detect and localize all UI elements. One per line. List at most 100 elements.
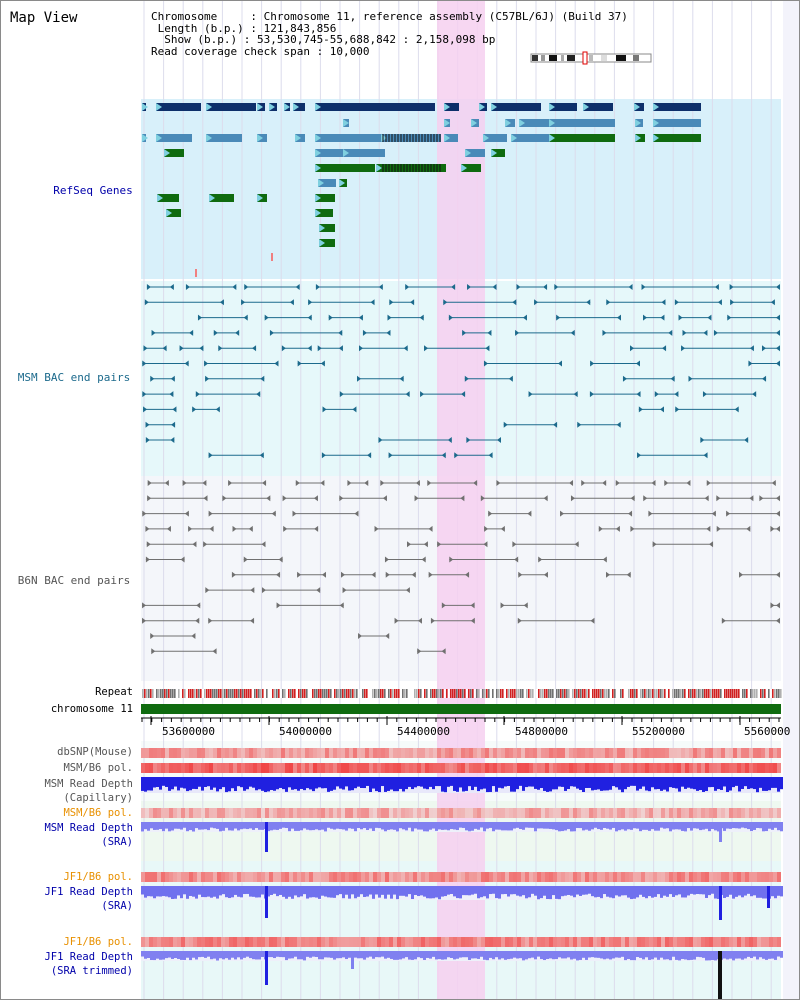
depth-bar bbox=[480, 822, 483, 828]
depth-bar bbox=[327, 777, 330, 792]
depth-bar bbox=[249, 777, 252, 787]
label-msm-b6-pol-1[interactable]: MSM/B6 pol. bbox=[63, 762, 133, 774]
heat-cell bbox=[665, 763, 669, 773]
bac-end-marker bbox=[748, 360, 753, 367]
depth-bar bbox=[195, 951, 198, 960]
axis-tick-label: 54400000 bbox=[397, 725, 450, 738]
label-dbsnp[interactable]: dbSNP(Mouse) bbox=[57, 746, 133, 758]
repeat-mark bbox=[256, 689, 258, 698]
heat-cell bbox=[441, 763, 445, 773]
heat-cell bbox=[717, 748, 721, 758]
gene-strand-arrow bbox=[461, 164, 467, 172]
depth-bar bbox=[423, 951, 426, 960]
depth-bar bbox=[609, 822, 612, 830]
heat-cell bbox=[305, 937, 309, 947]
label-b6n-bac[interactable]: B6N BAC end pairs bbox=[17, 574, 131, 587]
heat-cell bbox=[393, 872, 397, 882]
heat-cell bbox=[725, 937, 729, 947]
bac-end-marker bbox=[151, 329, 156, 336]
depth-bar bbox=[537, 886, 540, 900]
bac-end-marker bbox=[461, 391, 466, 398]
depth-bar bbox=[729, 822, 732, 829]
heat-cell bbox=[569, 808, 573, 818]
heat-cell bbox=[313, 872, 317, 882]
label-jf1-b6-pol-2[interactable]: JF1/B6 pol. bbox=[63, 936, 133, 948]
heat-cell bbox=[241, 748, 245, 758]
bac-end-marker bbox=[417, 648, 422, 655]
heat-cell bbox=[229, 763, 233, 773]
label-msm-depth-sra[interactable]: MSM Read Depth (SRA) bbox=[44, 822, 133, 848]
depth-bar bbox=[702, 822, 705, 830]
bac-end-marker bbox=[670, 375, 675, 382]
repeat-mark bbox=[166, 689, 168, 698]
heat-cell bbox=[245, 748, 249, 758]
repeat-mark bbox=[322, 689, 324, 698]
bac-end-marker bbox=[189, 329, 194, 336]
depth-bar bbox=[219, 886, 222, 896]
heat-cell bbox=[665, 937, 669, 947]
repeat-mark bbox=[482, 689, 484, 698]
depth-bar bbox=[210, 822, 213, 828]
depth-bar bbox=[396, 777, 399, 792]
label-msm-bac[interactable]: MSM BAC end pairs bbox=[17, 371, 131, 384]
bac-end-marker bbox=[636, 391, 641, 398]
repeat-mark bbox=[186, 689, 188, 698]
heat-cell bbox=[685, 872, 689, 882]
repeat-mark bbox=[424, 689, 426, 698]
depth-bar bbox=[174, 777, 177, 787]
heat-cell bbox=[505, 748, 509, 758]
bac-end-marker bbox=[517, 617, 522, 624]
label-jf1-depth-trimmed[interactable]: JF1 Read Depth (SRA trimmed) bbox=[44, 951, 133, 977]
heat-cell bbox=[757, 937, 761, 947]
repeat-mark bbox=[372, 689, 374, 698]
heat-cell bbox=[565, 937, 569, 947]
heat-cell bbox=[497, 763, 501, 773]
repeat-mark bbox=[212, 689, 214, 698]
depth-bar bbox=[219, 777, 222, 790]
heat-cell bbox=[541, 808, 545, 818]
repeat-mark bbox=[172, 689, 174, 698]
gene-feature bbox=[315, 149, 345, 157]
label-jf1-b6-pol-1[interactable]: JF1/B6 pol. bbox=[63, 871, 133, 883]
depth-bar bbox=[252, 886, 255, 897]
label-jf1-depth-sra[interactable]: JF1 Read Depth (SRA) bbox=[44, 886, 133, 912]
depth-bar bbox=[333, 951, 336, 960]
label-msm-depth-capillary[interactable]: MSM Read Depth (Capillary) bbox=[44, 778, 133, 804]
bac-end-marker bbox=[283, 525, 288, 532]
depth-bar bbox=[180, 777, 183, 788]
gene-feature bbox=[343, 149, 385, 157]
depth-bar bbox=[210, 951, 213, 960]
depth-bar bbox=[624, 886, 627, 896]
heat-cell bbox=[157, 808, 161, 818]
repeat-mark bbox=[332, 689, 334, 698]
depth-bar bbox=[636, 886, 639, 898]
depth-bar bbox=[162, 777, 165, 786]
repeat-mark bbox=[582, 689, 584, 698]
heat-cell bbox=[609, 763, 613, 773]
heat-cell bbox=[557, 937, 561, 947]
label-msm-b6-pol-2[interactable]: MSM/B6 pol. bbox=[63, 807, 133, 819]
heat-cell bbox=[745, 808, 749, 818]
heat-cell bbox=[533, 808, 537, 818]
heat-cell bbox=[277, 763, 281, 773]
depth-bar bbox=[384, 886, 387, 899]
gene-strand-arrow bbox=[284, 103, 290, 111]
bac-end-marker bbox=[417, 617, 422, 624]
depth-bar bbox=[492, 951, 495, 960]
label-repeat[interactable]: Repeat bbox=[95, 686, 133, 698]
depth-bar bbox=[663, 886, 666, 896]
heat-cell bbox=[497, 808, 501, 818]
depth-bar bbox=[189, 886, 192, 896]
heat-cell bbox=[461, 748, 465, 758]
bac-end-marker bbox=[500, 602, 505, 609]
depth-bar bbox=[141, 951, 144, 957]
heat-cell bbox=[457, 808, 461, 818]
depth-bar bbox=[189, 777, 192, 791]
bac-end-marker bbox=[638, 406, 643, 413]
heat-cell bbox=[417, 763, 421, 773]
heat-cell bbox=[561, 763, 565, 773]
heat-cell bbox=[205, 937, 209, 947]
label-refseq-genes[interactable]: RefSeq Genes bbox=[53, 184, 133, 197]
right-scroll-gutter bbox=[783, 1, 799, 999]
